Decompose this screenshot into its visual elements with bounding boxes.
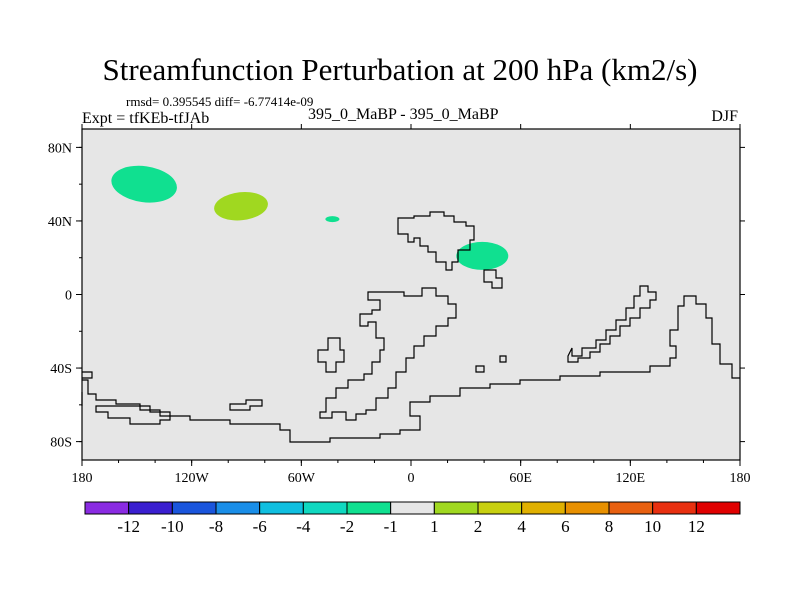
colorbar: -12 -10 -8 -6 -4 -2 -1 1 2 4 6 8 10 12: [84, 501, 741, 536]
coastline-path: [82, 371, 93, 379]
colorbar-label: -2: [340, 517, 354, 536]
colorbar-swatch: [128, 501, 173, 515]
coastline-path: [229, 399, 263, 411]
chart-title: Streamfunction Perturbation at 200 hPa (…: [102, 52, 698, 87]
y-tick-label: 80S: [50, 436, 72, 451]
coastlines: [81, 211, 740, 443]
anomaly-region: [214, 192, 268, 221]
colorbar-label: -12: [117, 517, 140, 536]
colorbar-swatch: [346, 501, 392, 515]
colorbar-label: 12: [688, 517, 705, 536]
colorbar-swatch: [477, 501, 523, 515]
coastline-path: [82, 295, 740, 443]
colorbar-swatch: [390, 501, 435, 515]
season-label: DJF: [711, 108, 738, 125]
colorbar-label: 4: [517, 517, 526, 536]
experiment-label: 395_0_MaBP - 395_0_MaBP: [308, 106, 499, 123]
colorbar-swatch: [608, 501, 654, 515]
colorbar-swatch: [259, 501, 304, 515]
coastline-path: [567, 285, 657, 363]
coastline-path: [319, 287, 457, 421]
x-tick-label: 60E: [509, 471, 532, 486]
colorbar-swatch: [215, 501, 261, 515]
experiment-text: Expt = tfKEb-tfJAb: [82, 110, 210, 127]
coastline-path: [483, 269, 503, 289]
colorbar-label: -8: [209, 517, 223, 536]
plot-background: [82, 129, 740, 460]
x-tick-label: 180: [730, 471, 751, 486]
colorbar-label: -1: [384, 517, 398, 536]
anomaly-region: [111, 165, 177, 203]
y-tick-label: 40N: [48, 215, 72, 230]
coastline-path: [475, 365, 485, 373]
anomaly-region: [456, 241, 509, 270]
coastline-path: [499, 355, 507, 363]
x-tick-label: 60W: [288, 471, 316, 486]
colorbar-swatch: [171, 501, 217, 515]
colorbar-label: 8: [605, 517, 614, 536]
colorbar-swatch: [564, 501, 610, 515]
colorbar-swatch: [302, 501, 348, 515]
y-tick-label: 80N: [48, 141, 72, 156]
colorbar-swatch: [521, 501, 566, 515]
colorbar-swatch: [695, 501, 741, 515]
colorbar-swatch: [84, 501, 130, 515]
coastline-path: [95, 405, 171, 425]
x-tick-label: 120W: [175, 471, 210, 486]
anomaly-region: [325, 216, 340, 223]
x-tick-label: 180: [72, 471, 93, 486]
y-tick-label: 0: [65, 289, 72, 304]
colorbar-label: 1: [430, 517, 439, 536]
rmsd-text: rmsd= 0.395545 diff= -6.77414e-09: [126, 94, 314, 109]
colorbar-label: 6: [561, 517, 570, 536]
colorbar-label: 10: [644, 517, 661, 536]
coastline-path: [317, 337, 345, 373]
colorbar-label: -6: [253, 517, 267, 536]
colorbar-swatch: [433, 501, 479, 515]
colorbar-label: -4: [296, 517, 311, 536]
colorbar-label: -10: [161, 517, 184, 536]
colorbar-label: 2: [474, 517, 483, 536]
x-tick-label: 120E: [616, 471, 646, 486]
coastline-path: [397, 211, 475, 271]
y-tick-label: 40S: [50, 362, 72, 377]
x-tick-label: 0: [408, 471, 415, 486]
colorbar-swatch: [652, 501, 697, 515]
